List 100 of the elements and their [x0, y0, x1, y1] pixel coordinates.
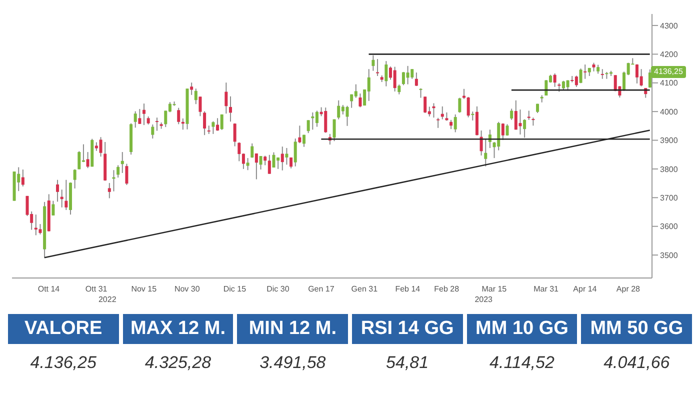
candlestick [298, 125, 302, 144]
candlestick [294, 138, 297, 167]
category-label: MAX 12 M. [122, 314, 234, 344]
candlestick [212, 120, 215, 134]
candlestick [207, 125, 210, 134]
candlestick [306, 120, 310, 134]
text: 3.491,58 [260, 353, 326, 372]
candlestick [64, 179, 68, 210]
y-tick-label: 3700 [660, 193, 678, 202]
candlestick [125, 163, 128, 186]
candlestick [259, 156, 262, 170]
candlestick [518, 109, 522, 136]
candlestick [324, 107, 328, 134]
candlestick [142, 103, 146, 126]
y-tick-label: 4000 [660, 107, 678, 116]
candlestick [484, 138, 488, 167]
x-tick-label: Feb 14 [395, 284, 421, 294]
candlestick [86, 152, 90, 169]
candlestick [419, 88, 422, 98]
candlestick [216, 118, 220, 132]
candlestick [337, 100, 340, 120]
candlestick [238, 142, 241, 162]
candlestick [497, 121, 500, 151]
candlestick [78, 150, 81, 170]
x-tick-label: Nov 30 [174, 284, 200, 294]
candlestick [527, 110, 530, 120]
candlestick [406, 65, 410, 85]
candlestick [398, 84, 401, 95]
candlestick [190, 82, 194, 96]
y-tick-label: 4200 [660, 50, 678, 60]
candlestick [475, 106, 478, 136]
candlestick [285, 148, 288, 166]
candlestick [424, 96, 427, 114]
y-tick-label: 3600 [660, 222, 678, 232]
candlestick [510, 108, 514, 120]
text: 4.136,25 [30, 353, 96, 372]
candlestick [264, 155, 267, 166]
x-tick-label: Mar 31 [534, 284, 560, 294]
candlestick [233, 122, 236, 147]
candlestick [354, 84, 358, 98]
y-tick-label: 3500 [660, 250, 678, 260]
x-tick-label: Dic 15 [223, 284, 247, 294]
y-tick-label: 3900 [660, 136, 678, 146]
candlestick [203, 110, 206, 136]
candlestick [224, 82, 228, 114]
candlestick [272, 152, 276, 168]
text: 4.041,66 [604, 353, 670, 372]
candlestick [99, 136, 102, 158]
x-tick-label: Ott 31 [85, 284, 108, 294]
candlestick [38, 224, 42, 235]
candlestick [584, 64, 587, 80]
x-tick-label: Feb 28 [434, 284, 460, 294]
candlestick [454, 114, 457, 133]
text: 4.325,28 [144, 353, 212, 372]
candlestick [138, 108, 142, 124]
candlestick [151, 124, 154, 140]
candlestick [450, 119, 453, 130]
candlestick [155, 117, 158, 132]
candlestick [280, 146, 284, 171]
text: 2023 [474, 295, 492, 304]
candlestick [268, 154, 271, 174]
x-tick-label: Apr 28 [616, 284, 641, 294]
candlestick [177, 107, 180, 125]
candlestick [220, 114, 224, 130]
candlestick [384, 60, 388, 87]
text: 54,81 [386, 353, 429, 372]
candlestick [134, 110, 137, 128]
y-tick-label: 4300 [660, 21, 678, 30]
x-tick-label: Nov 15 [131, 284, 158, 294]
category-label: RSI 14 GG [352, 314, 463, 344]
candlestick [358, 92, 362, 108]
text: 2022 [98, 295, 116, 304]
candlestick [52, 200, 55, 216]
candlestick [315, 110, 318, 128]
x-tick-label: Gen 17 [308, 284, 335, 294]
x-tick-label: Gen 31 [351, 284, 378, 294]
candlestick [376, 58, 380, 76]
candlestick [372, 54, 375, 72]
candlestick [367, 68, 370, 102]
candlestick [254, 152, 258, 180]
candlestick [414, 72, 418, 87]
candlestick [120, 152, 124, 174]
x-tick-label: Ott 14 [38, 284, 60, 294]
candlestick [514, 100, 518, 130]
candlestick [410, 68, 414, 80]
annotation: 4136,25 [651, 66, 686, 78]
candlestick [21, 169, 24, 187]
candlestick [108, 182, 111, 199]
candlestick [250, 142, 254, 158]
candlestick [544, 80, 548, 96]
candlestick [332, 118, 336, 142]
candlestick [346, 105, 349, 126]
category-label: MM 50 GG [581, 314, 692, 344]
candlestick [458, 97, 462, 114]
candlestick [466, 96, 470, 118]
candlestick [350, 94, 354, 108]
category-label: VALORE [8, 314, 119, 344]
candlestick [574, 75, 578, 88]
candlestick [436, 117, 440, 128]
candlestick [302, 134, 306, 148]
